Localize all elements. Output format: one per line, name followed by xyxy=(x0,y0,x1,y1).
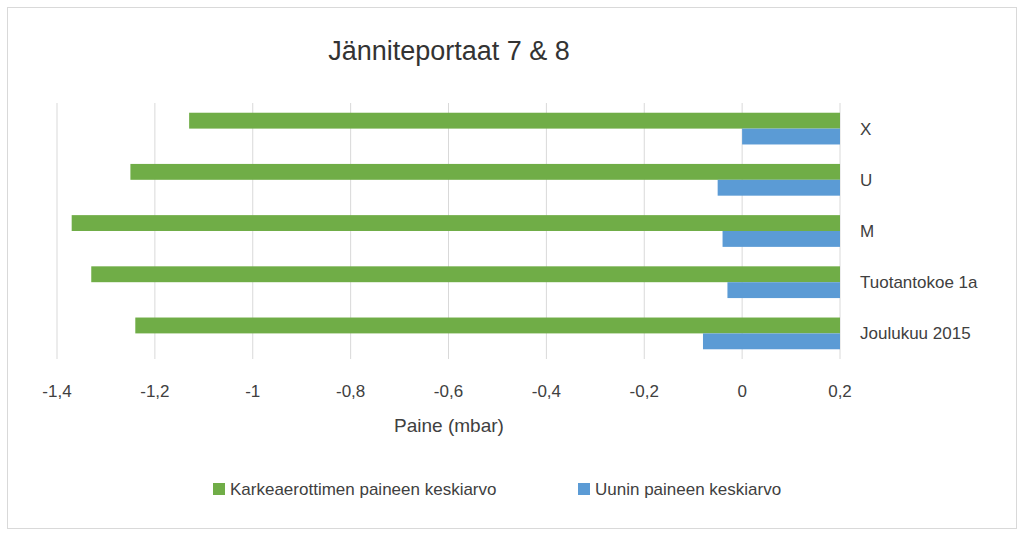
chart: Jänniteportaat 7 & 8 -1,4 -1,2 -1 -0,8 -0,6 -0… xyxy=(0,0,1024,536)
bar xyxy=(742,129,840,145)
bar xyxy=(703,333,840,349)
bar xyxy=(723,231,840,247)
category-label: Tuotantokoe 1a xyxy=(860,273,978,292)
category-label: Joulukuu 2015 xyxy=(860,324,971,343)
tick-label: 0 xyxy=(737,382,746,401)
legend-swatch xyxy=(578,483,590,495)
tick-label: -1,4 xyxy=(42,382,71,401)
legend: Karkeaerottimen paineen keskiarvo Uunin p… xyxy=(213,480,781,499)
tick-label: -0,8 xyxy=(336,382,365,401)
bar xyxy=(91,266,840,282)
chart-frame xyxy=(8,8,1017,529)
category-label: X xyxy=(860,120,871,139)
bar xyxy=(189,113,840,129)
axis-title: Paine (mbar) xyxy=(394,415,504,436)
tick-label: -1 xyxy=(245,382,260,401)
bar xyxy=(130,164,840,180)
bar xyxy=(135,318,840,334)
bars xyxy=(72,113,840,350)
tick-label: -0,6 xyxy=(434,382,463,401)
tick-label: 0,2 xyxy=(828,382,852,401)
bar xyxy=(718,180,840,196)
tick-label: -0,2 xyxy=(630,382,659,401)
category-labels: X U M Tuotantokoe 1a Joulukuu 2015 xyxy=(860,120,978,344)
category-label: M xyxy=(860,222,874,241)
category-label: U xyxy=(860,171,872,190)
legend-label: Karkeaerottimen paineen keskiarvo xyxy=(230,480,496,499)
bar xyxy=(727,282,840,298)
grid xyxy=(57,103,840,359)
tick-label: -1,2 xyxy=(140,382,169,401)
tick-label: -0,4 xyxy=(532,382,561,401)
tick-labels: -1,4 -1,2 -1 -0,8 -0,6 -0,4 -0,2 0 0,2 xyxy=(42,382,851,401)
bar xyxy=(72,215,840,231)
legend-swatch xyxy=(213,483,225,495)
legend-label: Uunin paineen keskiarvo xyxy=(595,480,781,499)
grid-line xyxy=(57,103,58,359)
title: Jänniteportaat 7 & 8 xyxy=(328,36,570,66)
